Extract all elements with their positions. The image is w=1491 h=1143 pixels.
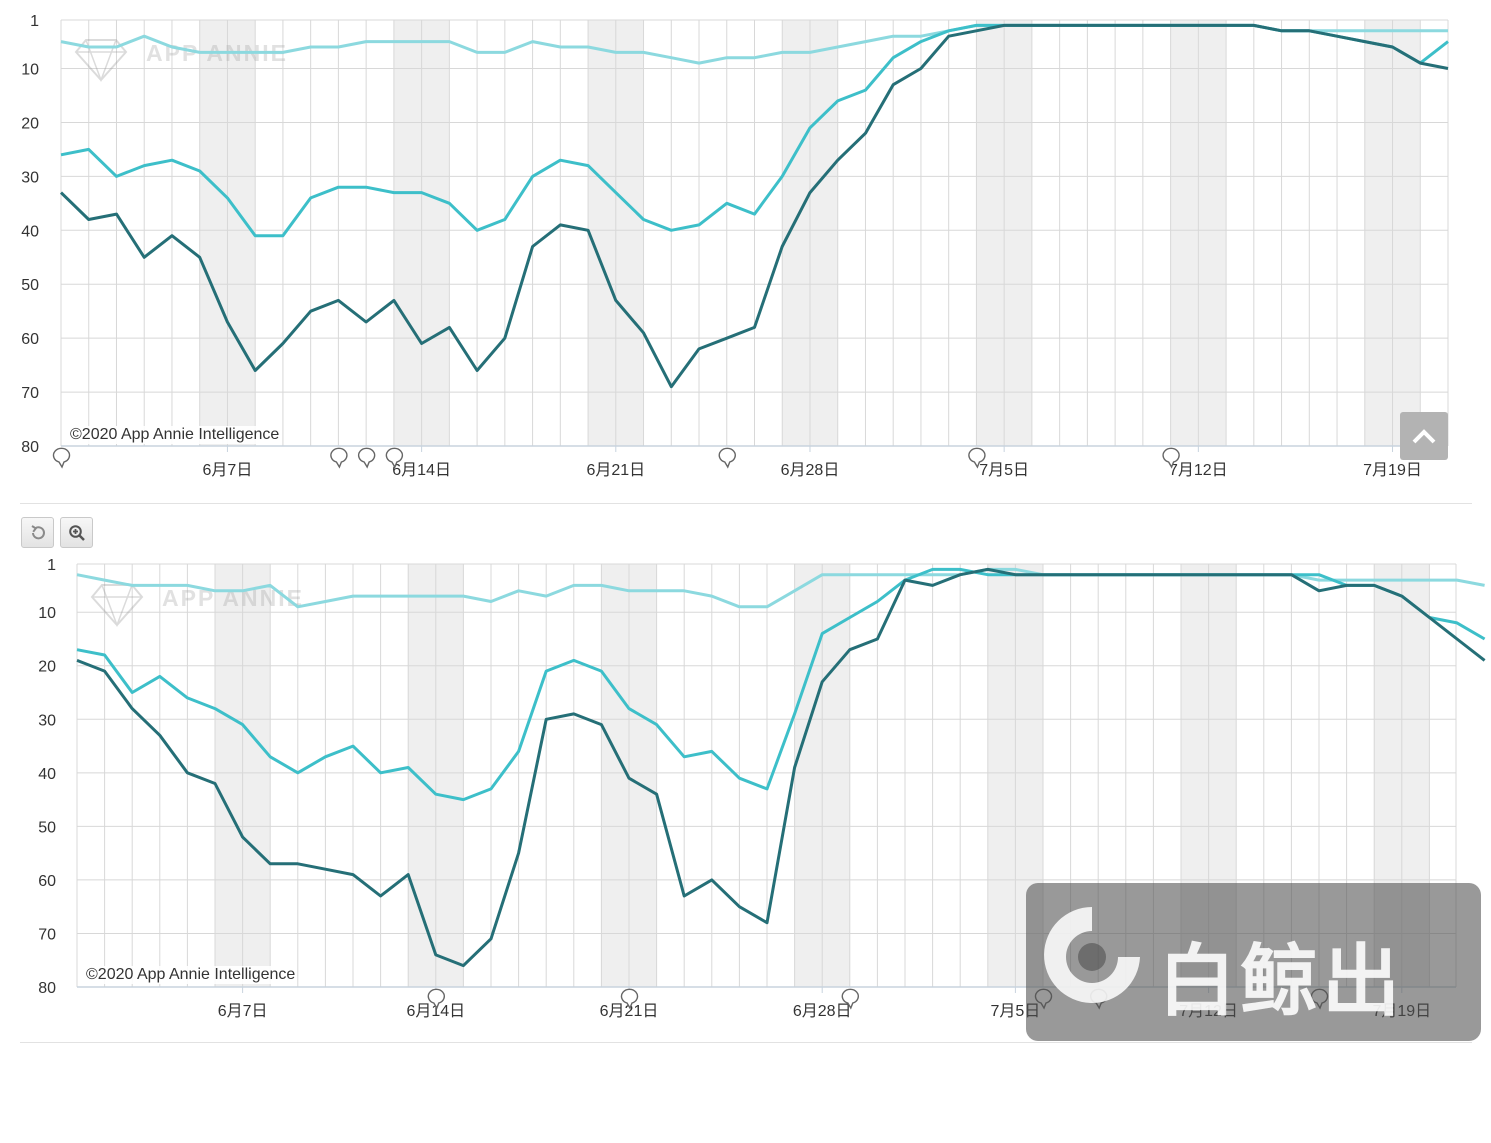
y-tick-label: 50 [21,277,39,294]
zoom-in-icon [69,525,85,541]
diamond-facets-icon [92,584,142,628]
x-tick-label: 6月28日 [793,1003,852,1020]
rank-chart-top: 1 10 20 30 40 50 60 70 80 6月7日 6月14日 6月21日 6月28日 7月5日… [0,0,1491,495]
comment-bubble-icon [620,988,639,1010]
y-tick-label: 10 [38,605,56,622]
y-tick-label: 80 [21,439,39,456]
comment-bubble-icon [1162,447,1180,469]
x-tick-label: 6月28日 [781,462,840,479]
y-tick-label: 60 [38,873,56,890]
chart-credit: ©2020 App Annie Intelligence [68,426,282,444]
chart-credit: ©2020 App Annie Intelligence [84,966,298,984]
y-tick-label: 40 [21,223,39,240]
y-tick-label: 70 [38,926,56,943]
panel-divider [20,503,1472,504]
diamond-icon [90,584,144,627]
y-tick-label: 40 [38,766,56,783]
comment-bubble-icon [52,447,71,469]
y-tick-label: 80 [38,980,56,997]
diamond-facets-icon [76,39,126,83]
undo-icon [31,525,45,540]
y-tick-label: 1 [47,557,56,574]
y-tick-label: 20 [21,115,39,132]
app-annie-watermark: APP ANNIE [90,584,304,628]
x-tick-label: 6月14日 [392,462,451,479]
x-tick-label: 6月7日 [218,1003,268,1020]
comment-bubble-icon [385,447,404,469]
y-tick-label: 1 [30,13,39,30]
comment-bubble-icon [330,447,348,469]
y-tick-label: 30 [21,169,39,186]
panel-divider [20,1042,1472,1043]
reset-zoom-button[interactable] [21,517,54,548]
x-tick-label: 6月21日 [586,462,645,479]
scroll-to-top-button[interactable] [1400,412,1448,460]
rank-line-series-dark [59,23,1449,389]
rank-line-series-dark [76,567,1486,968]
y-tick-label: 10 [21,62,39,79]
y-tick-label: 50 [38,819,56,836]
y-tick-label: 30 [38,712,56,729]
x-tick-label: 7月19日 [1363,462,1422,479]
comment-bubble-icon [718,447,736,469]
comment-bubble-icon [968,447,986,469]
comment-bubble-icon [427,988,445,1010]
zoom-in-button[interactable] [60,517,93,548]
y-tick-label: 20 [38,659,56,676]
x-tick-label: 7月5日 [979,462,1029,479]
x-tick-label: 6月14日 [406,1003,465,1020]
rank-chart-top-svg: 1 10 20 30 40 50 60 70 80 6月7日 6月14日 6月21日 6月28日 7月5日… [21,13,1449,479]
y-tick-label: 60 [21,331,39,348]
x-tick-label: 6月21日 [600,1003,659,1020]
x-tick-label: 6月7日 [203,462,253,479]
whale-logo-icon [1044,907,1140,1003]
watermark-text: APP ANNIE [162,585,304,611]
comment-bubble-icon [358,447,376,469]
comment-bubble-icon [841,988,859,1010]
brand-logo-text: 白鲸出海 [1158,937,1405,1139]
x-tick-label: 7月12日 [1169,462,1228,479]
chevron-up-icon [1412,429,1436,444]
whale-logo-watermark: 白鲸出海 [1026,883,1481,1139]
y-tick-label: 70 [21,385,39,402]
